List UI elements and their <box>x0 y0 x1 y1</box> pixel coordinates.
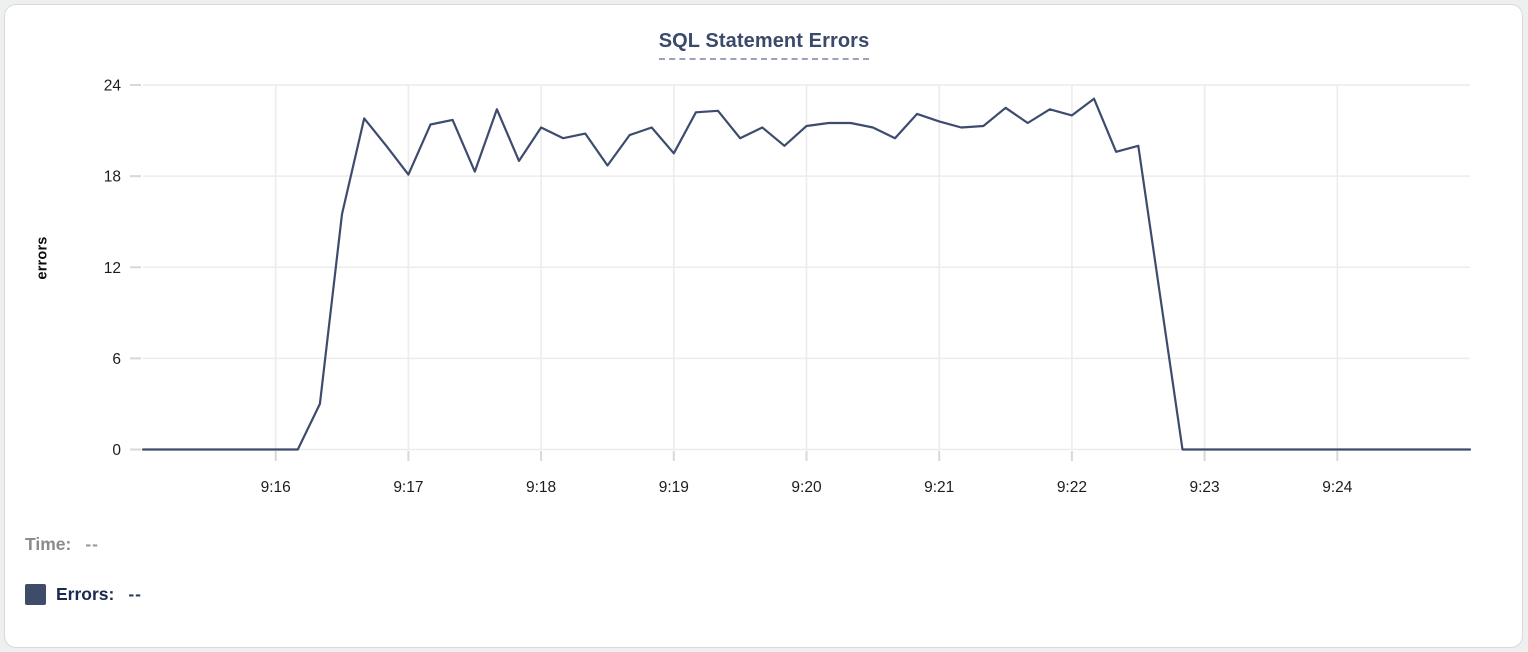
readout-errors-row: Errors: -- <box>25 584 142 605</box>
x-tick-label: 9:24 <box>1322 479 1353 496</box>
chart-title-wrap: SQL Statement Errors <box>0 30 1528 60</box>
x-tick-label: 9:20 <box>791 479 822 496</box>
y-axis-title: errors <box>34 236 51 280</box>
y-tick-label: 6 <box>112 351 121 368</box>
x-tick-label: 9:17 <box>393 479 423 496</box>
errors-series-swatch <box>25 584 46 605</box>
errors-label: Errors: <box>56 584 115 604</box>
x-tick-label: 9:21 <box>924 479 954 496</box>
x-tick-label: 9:16 <box>261 479 291 496</box>
y-tick-label: 12 <box>104 260 121 277</box>
errors-value: -- <box>128 584 143 604</box>
time-value: -- <box>85 534 100 554</box>
readout-time-row: Time: -- <box>25 534 99 555</box>
x-tick-label: 9:18 <box>526 479 556 496</box>
chart-title[interactable]: SQL Statement Errors <box>658 30 870 60</box>
time-label: Time: <box>25 534 72 554</box>
y-tick-label: 18 <box>104 169 121 186</box>
x-tick-label: 9:22 <box>1057 479 1087 496</box>
chart-panel-card <box>4 4 1523 648</box>
y-tick-label: 0 <box>112 442 121 459</box>
errors-series-line <box>141 97 1472 451</box>
y-tick-label: 24 <box>104 78 122 95</box>
x-tick-label: 9:19 <box>659 479 689 496</box>
x-tick-label: 9:23 <box>1190 479 1220 496</box>
